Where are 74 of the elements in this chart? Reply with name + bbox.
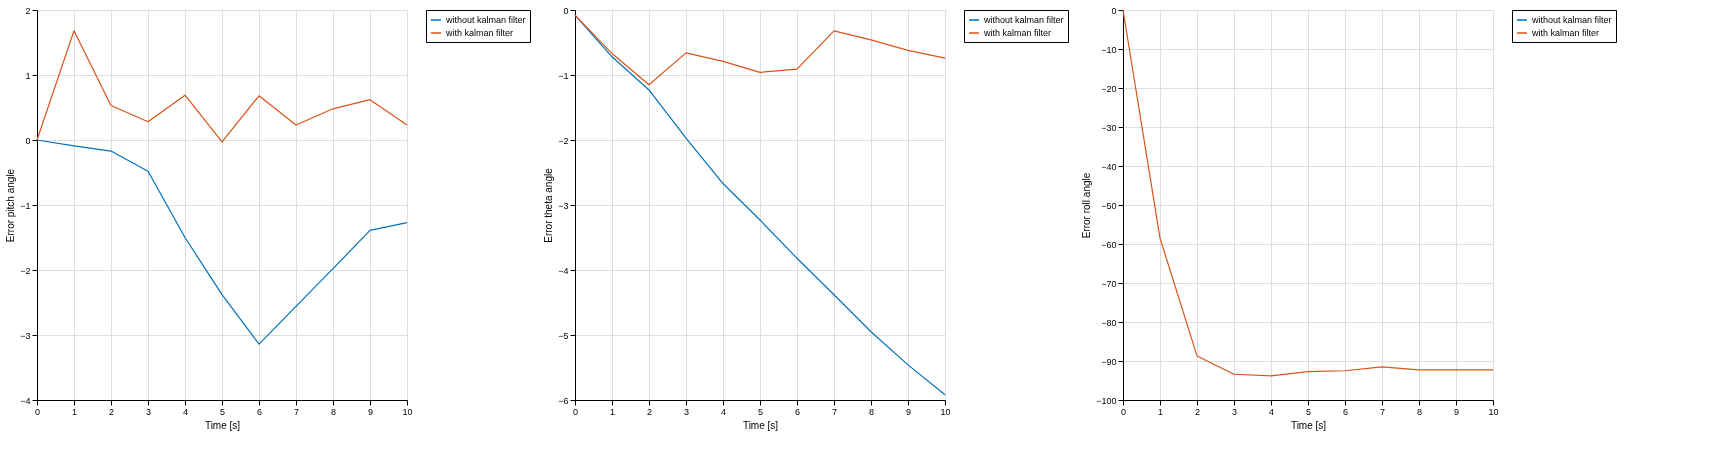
y-tick-label: −90 xyxy=(1101,356,1117,367)
x-tick-label: 8 xyxy=(330,406,337,417)
y-tick-label: −20 xyxy=(1101,83,1117,94)
x-tick-label: 0 xyxy=(1120,406,1127,417)
x-tick-label: 3 xyxy=(683,406,690,417)
line-series xyxy=(1122,9,1494,377)
x-tick-label: 4 xyxy=(182,406,189,417)
x-tick-label: 1 xyxy=(1157,406,1164,417)
y-tick-label: −4 xyxy=(558,265,569,276)
x-tick-label: 9 xyxy=(905,406,912,417)
y-tick-label: −30 xyxy=(1101,122,1117,133)
x-tick-label: 6 xyxy=(794,406,801,417)
x-tick-label: 1 xyxy=(609,406,616,417)
x-tick-label: 9 xyxy=(1453,406,1460,417)
y-tick-label: −80 xyxy=(1101,317,1117,328)
x-tick-label: 7 xyxy=(831,406,838,417)
legend-label: without kalman filter xyxy=(1531,15,1612,25)
x-tick-label: 0 xyxy=(572,406,579,417)
y-axis-title: Error roll angle xyxy=(1081,172,1093,239)
line-series xyxy=(36,139,408,345)
y-tick-label: −6 xyxy=(558,395,569,406)
x-axis-title: Time [s] xyxy=(1290,419,1327,431)
line-series xyxy=(574,14,946,86)
y-tick-label: −60 xyxy=(1101,239,1117,250)
x-tick-label: 2 xyxy=(108,406,115,417)
x-tick-label: 2 xyxy=(1194,406,1201,417)
x-tick-label: 6 xyxy=(256,406,263,417)
x-tick-label: 4 xyxy=(720,406,727,417)
x-tick-label: 8 xyxy=(868,406,875,417)
x-tick-label: 3 xyxy=(145,406,152,417)
x-tick-label: 8 xyxy=(1416,406,1423,417)
x-tick-label: 10 xyxy=(1488,406,1499,417)
x-tick-label: 10 xyxy=(940,406,951,417)
y-tick-label: −10 xyxy=(1101,44,1117,55)
x-tick-label: 10 xyxy=(402,406,413,417)
y-tick-label: −2 xyxy=(20,265,31,276)
x-tick-label: 7 xyxy=(1379,406,1386,417)
x-tick-label: 5 xyxy=(219,406,226,417)
x-axis-title: Time [s] xyxy=(742,419,779,431)
legend-label: with kalman filter xyxy=(1531,28,1600,38)
y-tick-label: −2 xyxy=(558,135,569,146)
y-tick-label: 2 xyxy=(25,5,31,16)
y-tick-label: −40 xyxy=(1101,161,1117,172)
y-tick-label: −50 xyxy=(1101,200,1117,211)
y-tick-label: −5 xyxy=(558,330,569,341)
x-tick-label: 2 xyxy=(646,406,653,417)
legend-label: with kalman filter xyxy=(445,28,514,38)
y-tick-label: −3 xyxy=(20,330,31,341)
y-tick-label: 1 xyxy=(25,70,31,81)
y-tick-label: −1 xyxy=(20,200,31,211)
x-tick-label: 5 xyxy=(1305,406,1312,417)
x-tick-label: 7 xyxy=(293,406,300,417)
y-tick-label: −100 xyxy=(1096,395,1117,406)
y-tick-label: −3 xyxy=(558,200,569,211)
legend-label: with kalman filter xyxy=(983,28,1052,38)
line-series xyxy=(36,30,408,143)
x-tick-label: 3 xyxy=(1231,406,1238,417)
y-tick-label: −4 xyxy=(20,395,31,406)
x-axis-title: Time [s] xyxy=(204,419,241,431)
x-tick-label: 1 xyxy=(71,406,78,417)
y-axis-title: Error pitch angle xyxy=(5,168,17,243)
y-tick-label: −70 xyxy=(1101,278,1117,289)
y-tick-label: 0 xyxy=(563,5,569,16)
y-axis-title: Error theta angle xyxy=(543,167,555,243)
x-tick-label: 0 xyxy=(34,406,41,417)
legend-label: without kalman filter xyxy=(983,15,1064,25)
legend-label: without kalman filter xyxy=(445,15,526,25)
x-tick-label: 6 xyxy=(1342,406,1349,417)
x-tick-label: 4 xyxy=(1268,406,1275,417)
y-tick-label: 0 xyxy=(1111,5,1117,16)
y-tick-label: −1 xyxy=(558,70,569,81)
y-tick-label: 0 xyxy=(25,135,31,146)
x-tick-label: 9 xyxy=(367,406,374,417)
x-tick-label: 5 xyxy=(757,406,764,417)
